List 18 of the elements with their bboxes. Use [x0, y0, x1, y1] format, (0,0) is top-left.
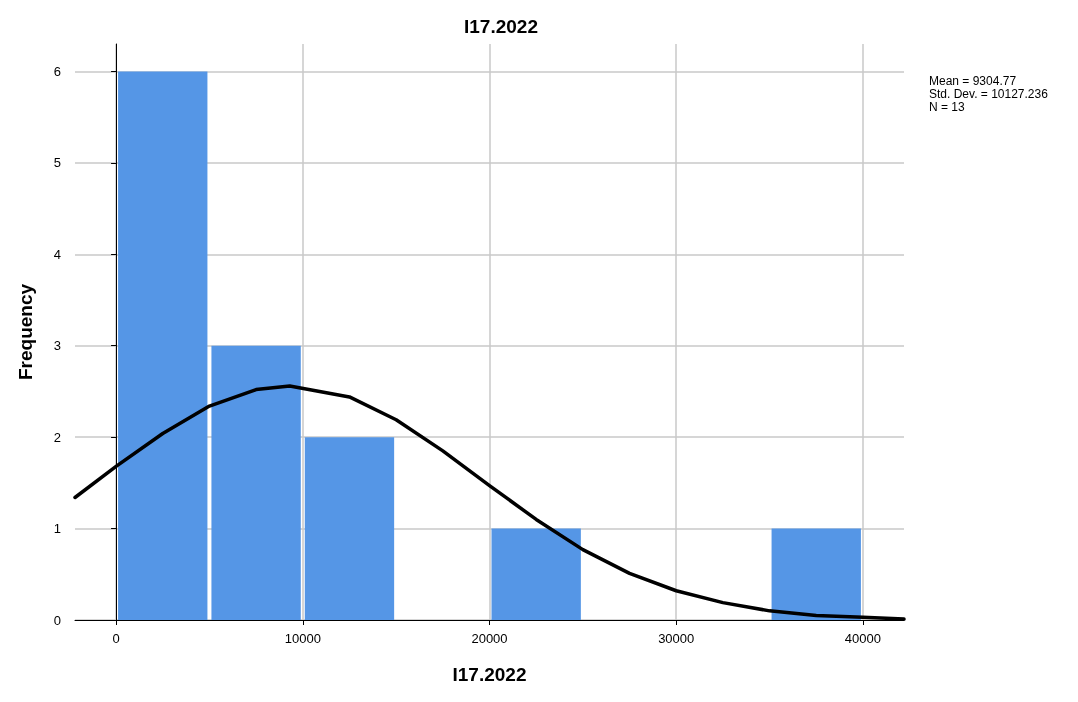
y-tick-label: 3	[53, 338, 61, 354]
y-axis-title: Frequency	[15, 283, 36, 381]
x-tick-label: 0	[112, 631, 120, 646]
y-tick-label: 4	[53, 246, 61, 262]
y-tick-label: 0	[53, 612, 61, 628]
y-tick-label: 5	[53, 155, 61, 171]
x-tick-label: 20000	[471, 631, 508, 646]
y-tick-label: 6	[53, 63, 61, 79]
chart-title: I17.2022	[464, 16, 538, 37]
x-tick-label: 10000	[284, 631, 321, 646]
x-tick-label: 40000	[844, 631, 881, 646]
x-tick-label: 30000	[658, 631, 695, 646]
text: N = 13	[929, 100, 966, 114]
y-tick-label: 1	[53, 521, 61, 537]
text: Std. Dev. = 10127.236	[929, 87, 1049, 101]
x-axis-title: I17.2022	[452, 664, 527, 685]
y-tick-label: 2	[53, 429, 61, 445]
text: Mean = 9304.77	[929, 74, 1017, 88]
